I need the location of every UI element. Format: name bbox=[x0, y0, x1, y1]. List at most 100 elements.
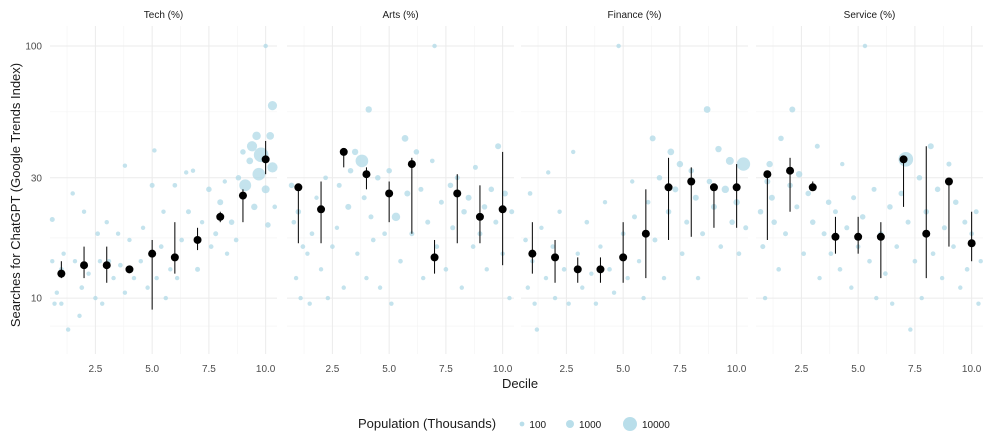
data-point bbox=[481, 204, 488, 210]
mean-point bbox=[385, 189, 394, 198]
data-point bbox=[976, 301, 981, 306]
mean-point bbox=[899, 155, 908, 164]
data-point bbox=[206, 186, 212, 193]
data-point bbox=[580, 285, 585, 290]
data-point bbox=[163, 295, 168, 301]
data-point bbox=[684, 219, 690, 225]
data-point bbox=[158, 244, 164, 249]
data-point bbox=[318, 267, 324, 272]
data-point bbox=[50, 259, 55, 264]
panel-title: Arts (%) bbox=[382, 10, 418, 21]
data-point bbox=[389, 301, 394, 306]
data-point bbox=[65, 327, 71, 332]
x-tick-label: 7.5 bbox=[673, 364, 687, 375]
mean-point bbox=[170, 253, 179, 262]
data-point bbox=[291, 219, 297, 225]
data-point bbox=[122, 290, 128, 295]
data-point bbox=[645, 199, 651, 205]
data-point bbox=[757, 208, 764, 215]
mean-point bbox=[786, 166, 795, 175]
data-point bbox=[532, 301, 537, 306]
data-point bbox=[438, 199, 444, 205]
data-point bbox=[413, 149, 420, 155]
data-point bbox=[240, 149, 246, 155]
data-point bbox=[115, 231, 121, 236]
mean-point bbox=[498, 205, 507, 214]
data-point bbox=[871, 186, 877, 192]
data-point bbox=[86, 271, 91, 276]
data-point bbox=[593, 301, 599, 306]
data-point bbox=[736, 157, 751, 171]
data-point bbox=[347, 167, 354, 174]
data-point bbox=[964, 267, 970, 272]
mean-point bbox=[528, 249, 537, 258]
data-point bbox=[789, 106, 796, 113]
mean-point bbox=[709, 183, 718, 192]
data-point bbox=[104, 219, 109, 225]
data-point bbox=[263, 43, 268, 49]
data-point bbox=[288, 182, 295, 189]
data-point bbox=[557, 209, 562, 214]
data-point bbox=[527, 191, 533, 196]
panel-service: Service (%) 2.5 5.0 7.5 10.0 bbox=[756, 10, 983, 375]
mean-point bbox=[573, 265, 582, 274]
data-point bbox=[261, 185, 270, 194]
data-point bbox=[325, 295, 331, 301]
data-point bbox=[641, 295, 646, 301]
data-point bbox=[386, 167, 392, 174]
data-point bbox=[233, 237, 239, 243]
mean-point bbox=[339, 147, 348, 156]
data-point bbox=[79, 285, 85, 290]
y-tick-label: 100 bbox=[25, 41, 42, 52]
data-point bbox=[676, 160, 684, 168]
data-point bbox=[251, 203, 258, 211]
x-tick-label: 7.5 bbox=[908, 364, 922, 375]
x-tick-label: 7.5 bbox=[439, 364, 453, 375]
data-point bbox=[934, 186, 941, 193]
data-point bbox=[293, 275, 299, 281]
x-tick-label: 2.5 bbox=[794, 364, 808, 375]
data-point bbox=[776, 267, 782, 272]
data-point bbox=[472, 164, 478, 170]
data-point bbox=[401, 134, 409, 142]
data-point bbox=[589, 271, 594, 276]
data-point bbox=[736, 251, 742, 257]
mean-point bbox=[732, 183, 741, 192]
panel-arts: Arts (%) 2.5 5.0 7.5 10.0 bbox=[287, 10, 515, 375]
data-point bbox=[509, 209, 515, 215]
x-tick-label: 2.5 bbox=[88, 364, 102, 375]
mean-point bbox=[57, 269, 66, 278]
data-point bbox=[768, 194, 775, 201]
data-point bbox=[434, 244, 440, 249]
data-point bbox=[493, 219, 499, 225]
data-point bbox=[252, 167, 266, 181]
data-point bbox=[111, 275, 116, 281]
data-point bbox=[743, 225, 749, 231]
data-point bbox=[571, 149, 576, 155]
data-point bbox=[919, 295, 924, 301]
mean-point bbox=[596, 265, 605, 274]
data-point bbox=[432, 43, 437, 49]
data-point bbox=[941, 225, 947, 231]
x-tick-label: 10.0 bbox=[962, 364, 982, 375]
data-point bbox=[95, 231, 101, 237]
mean-point bbox=[664, 183, 673, 192]
mean-point bbox=[475, 212, 484, 221]
data-point bbox=[584, 219, 590, 225]
data-point bbox=[729, 219, 735, 225]
mean-point bbox=[148, 249, 157, 258]
data-point bbox=[323, 175, 328, 181]
data-point bbox=[607, 267, 612, 272]
data-point bbox=[172, 182, 178, 188]
mean-point bbox=[430, 253, 439, 262]
mean-point bbox=[831, 232, 840, 241]
data-point bbox=[523, 237, 528, 243]
data-point bbox=[309, 231, 315, 237]
data-point bbox=[365, 106, 372, 113]
data-point bbox=[652, 237, 658, 243]
data-point bbox=[443, 267, 449, 272]
data-point bbox=[718, 244, 724, 249]
y-axis: 10 30 100 bbox=[25, 41, 42, 304]
mean-point bbox=[362, 170, 371, 179]
mean-point bbox=[193, 235, 202, 244]
